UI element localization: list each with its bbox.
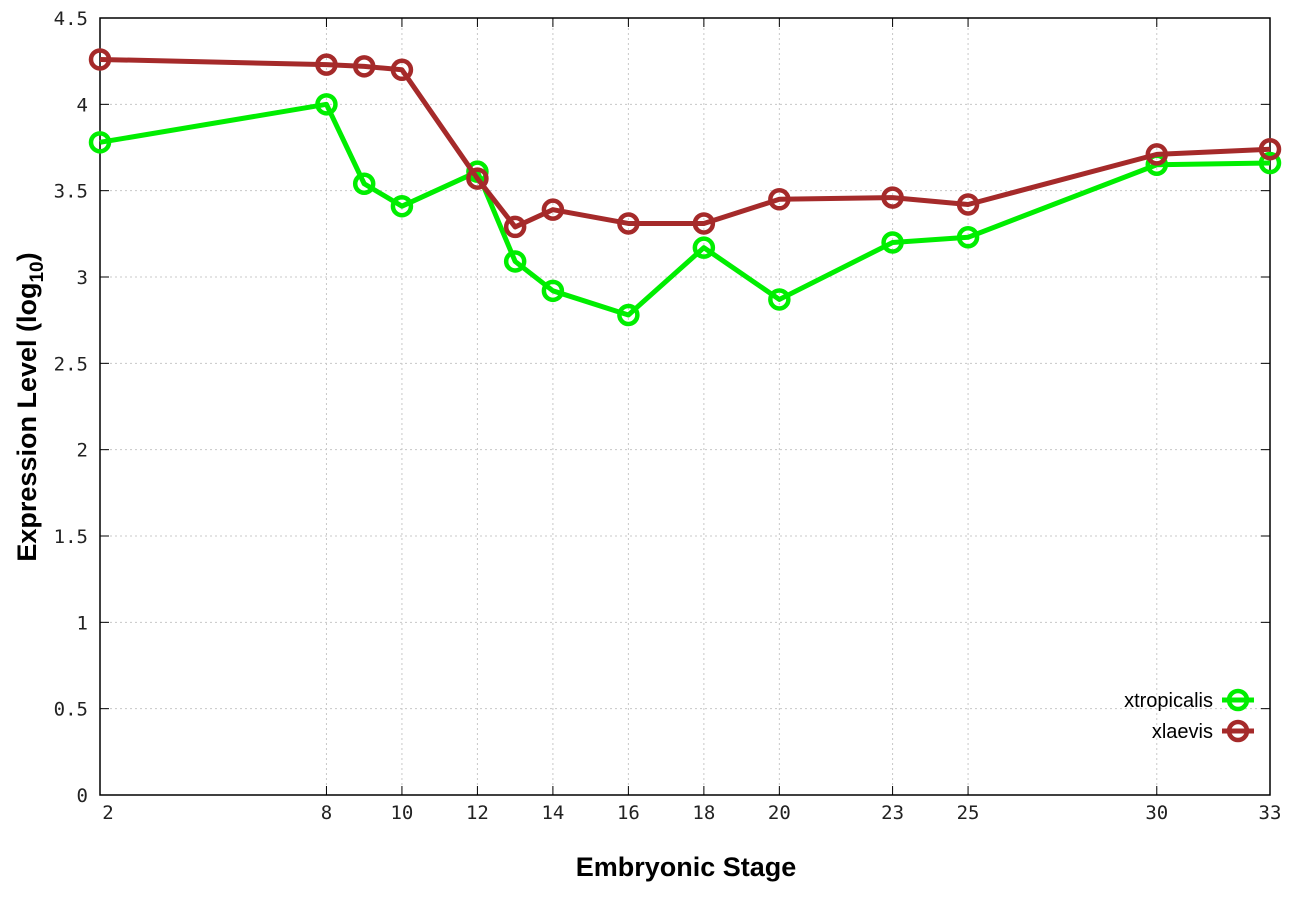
data-point [88, 131, 112, 154]
data-point [768, 188, 791, 211]
x-tick-label: 18 [692, 802, 715, 824]
y-axis-label-end: ) [12, 252, 42, 261]
y-tick-label: 2.5 [54, 353, 88, 375]
data-point [503, 215, 527, 239]
grid [100, 18, 1270, 795]
legend-marker [1226, 719, 1250, 743]
data-point [1145, 143, 1169, 166]
data-point [1258, 137, 1282, 161]
data-point [1258, 151, 1282, 175]
y-axis-label-main: Expression Level (log [12, 283, 42, 562]
x-tick-label: 25 [957, 802, 980, 824]
legend-marker [1226, 688, 1250, 712]
series-line [99, 56, 1271, 230]
x-tick-label: 12 [466, 802, 489, 824]
legend-label: xlaevis [1152, 721, 1213, 743]
x-tick-label: 8 [321, 802, 332, 824]
y-tick-label: 2 [77, 440, 88, 462]
data-point [956, 193, 980, 216]
data-point [768, 288, 791, 311]
y-tick-label: 0.5 [54, 699, 88, 721]
x-axis-label: Embryonic Stage [576, 852, 797, 882]
data-point [956, 226, 980, 249]
x-tick-label: 30 [1145, 802, 1168, 824]
y-tick-label: 0 [77, 785, 88, 807]
y-tick-label: 3 [77, 267, 88, 289]
data-point [881, 186, 904, 209]
x-tick-label: 23 [881, 802, 904, 824]
y-tick-label: 3.5 [54, 181, 88, 203]
data-point [692, 236, 716, 259]
data-point [315, 93, 338, 116]
x-tick-label: 16 [617, 802, 640, 824]
data-point [881, 231, 904, 254]
series-line [99, 101, 1271, 318]
x-tick-label: 14 [541, 802, 564, 824]
legend-label: xtropicalis [1124, 690, 1213, 712]
data-point [617, 212, 640, 235]
axes: 0 0.5 1 1.5 2 2.5 3 3.5 4 4.5 2 8 10 12 14 16 18 20 23 25 30… [54, 8, 1282, 824]
legend: xtropicalis xlaevis [1124, 688, 1254, 743]
data-point [88, 48, 112, 71]
plot-frame [99, 17, 1271, 796]
y-axis-label-sub: 10 [27, 261, 48, 282]
x-tick-label: 10 [390, 802, 413, 824]
y-tick-label: 1.5 [54, 526, 88, 548]
data-point [541, 198, 565, 221]
series-xtropicalis [88, 93, 1282, 327]
series-xlaevis [88, 48, 1282, 239]
data-point [466, 167, 489, 190]
x-tick-label: 33 [1259, 802, 1282, 824]
y-tick-label: 4 [77, 94, 88, 116]
data-point [315, 53, 338, 76]
data-point [617, 303, 640, 327]
x-tick-label: 2 [102, 802, 113, 824]
data-point [352, 172, 376, 196]
y-axis-label: Expression Level (log10) [12, 252, 48, 561]
data-point [390, 58, 414, 82]
data-point [692, 212, 716, 235]
data-point [541, 279, 565, 303]
data-point [390, 194, 414, 218]
series-layer [88, 48, 1282, 327]
data-point [352, 55, 376, 78]
data-point [503, 250, 527, 273]
y-tick-label: 4.5 [54, 8, 88, 30]
y-tick-label: 1 [77, 612, 88, 634]
x-tick-label: 20 [768, 802, 791, 824]
